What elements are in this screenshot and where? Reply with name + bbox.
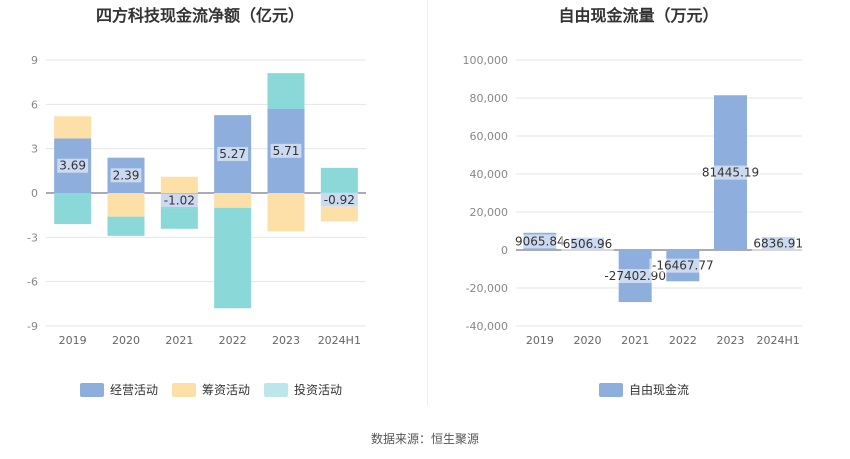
right-y-tick-label: -20,000 bbox=[466, 282, 508, 295]
left-bar-segment bbox=[267, 73, 305, 109]
right-y-tick-label: 0 bbox=[501, 244, 508, 257]
right-y-tick-label: 80,000 bbox=[470, 92, 509, 105]
legend-label-financing: 筹资活动 bbox=[202, 383, 251, 397]
right-data-label-bg bbox=[700, 165, 761, 180]
left-data-label: 5.27 bbox=[219, 147, 246, 161]
left-data-label-bg bbox=[270, 143, 302, 158]
left-y-tick-label: -3 bbox=[27, 231, 38, 244]
right-data-label-bg bbox=[751, 236, 805, 251]
right-data-label-bg bbox=[649, 258, 717, 273]
right-x-tick-label: 2021 bbox=[621, 334, 649, 347]
left-bar-segment bbox=[160, 208, 198, 229]
right-x-tick-label: 2023 bbox=[717, 334, 745, 347]
right-data-label-bg bbox=[513, 234, 567, 249]
data-source-note: 数据来源：恒生聚源 bbox=[370, 432, 479, 446]
left-data-label: -0.92 bbox=[324, 193, 355, 207]
left-x-tick-label: 2023 bbox=[272, 334, 300, 347]
right-y-tick-label: 40,000 bbox=[470, 168, 509, 181]
right-chart-title: 自由现金流量（万元） bbox=[558, 6, 719, 25]
right-x-tick-label: 2024H1 bbox=[757, 334, 800, 347]
left-x-tick-label: 2019 bbox=[59, 334, 87, 347]
right-x-tick-label: 2019 bbox=[526, 334, 554, 347]
legend-label-operating: 经营活动 bbox=[110, 383, 159, 397]
left-data-label-bg bbox=[320, 192, 359, 207]
left-data-label-bg bbox=[217, 147, 249, 162]
legend-item-financing[interactable]: 筹资活动 bbox=[172, 381, 250, 398]
legend-swatch-free-cash-flow bbox=[599, 382, 623, 397]
left-data-label-bg bbox=[160, 193, 199, 208]
left-y-tick-label: -6 bbox=[27, 276, 38, 289]
left-bar-segment bbox=[107, 216, 145, 236]
left-bar-segment bbox=[107, 193, 145, 217]
left-x-tick-label: 2024H1 bbox=[318, 334, 361, 347]
left-bar-segment bbox=[320, 167, 358, 193]
left-y-tick-label: 0 bbox=[31, 187, 38, 200]
left-data-label: 2.39 bbox=[113, 168, 140, 182]
left-bar-segment bbox=[214, 207, 252, 309]
right-data-label: 9065.84 bbox=[515, 234, 565, 248]
legend-label-free-cash-flow: 自由现金流 bbox=[629, 383, 690, 397]
left-y-tick-label: 6 bbox=[31, 98, 38, 111]
right-data-label-bg bbox=[561, 236, 614, 251]
left-data-label-bg bbox=[110, 168, 142, 183]
left-bar-segment bbox=[214, 193, 252, 208]
chart-divider bbox=[427, 0, 428, 405]
right-y-tick-label: 20,000 bbox=[470, 206, 509, 219]
right-data-label: 6506.96 bbox=[563, 237, 613, 251]
left-legend: 经营活动 筹资活动 投资活动 bbox=[80, 381, 356, 398]
left-data-label: 5.71 bbox=[273, 144, 300, 158]
right-y-tick-label: 60,000 bbox=[470, 130, 509, 143]
left-bar-segment bbox=[54, 193, 92, 225]
left-data-label: 3.69 bbox=[59, 159, 86, 173]
legend-swatch-operating bbox=[80, 382, 104, 397]
left-bar-segment bbox=[267, 193, 305, 232]
right-y-tick-label: -40,000 bbox=[466, 320, 508, 333]
legend-label-investing: 投资活动 bbox=[294, 383, 343, 397]
left-x-tick-label: 2020 bbox=[112, 334, 140, 347]
legend-swatch-financing bbox=[172, 382, 197, 397]
left-data-label: -1.02 bbox=[164, 194, 195, 208]
right-data-label: -16467.77 bbox=[652, 259, 714, 273]
right-legend: 自由现金流 bbox=[599, 381, 703, 398]
left-y-tick-label: -9 bbox=[27, 320, 38, 333]
left-x-tick-label: 2022 bbox=[219, 334, 247, 347]
legend-item-investing[interactable]: 投资活动 bbox=[264, 381, 342, 398]
left-data-label-bg bbox=[57, 158, 89, 173]
right-data-label: 81445.19 bbox=[702, 166, 759, 180]
right-x-tick-label: 2020 bbox=[574, 334, 602, 347]
legend-item-free-cash-flow[interactable]: 自由现金流 bbox=[599, 381, 689, 398]
left-y-tick-label: 9 bbox=[31, 54, 38, 67]
legend-swatch-investing bbox=[264, 382, 289, 397]
left-x-tick-label: 2021 bbox=[165, 334, 193, 347]
right-x-tick-label: 2022 bbox=[669, 334, 697, 347]
legend-item-operating[interactable]: 经营活动 bbox=[80, 381, 158, 398]
left-chart-title: 四方科技现金流净额（亿元） bbox=[95, 6, 304, 25]
left-y-tick-label: 3 bbox=[31, 143, 38, 156]
left-bar-segment bbox=[320, 206, 358, 222]
right-y-tick-label: 100,000 bbox=[463, 54, 509, 67]
right-data-label: 6836.91 bbox=[753, 237, 803, 251]
left-bar-segment bbox=[54, 116, 92, 139]
left-bar-segment bbox=[160, 176, 198, 193]
